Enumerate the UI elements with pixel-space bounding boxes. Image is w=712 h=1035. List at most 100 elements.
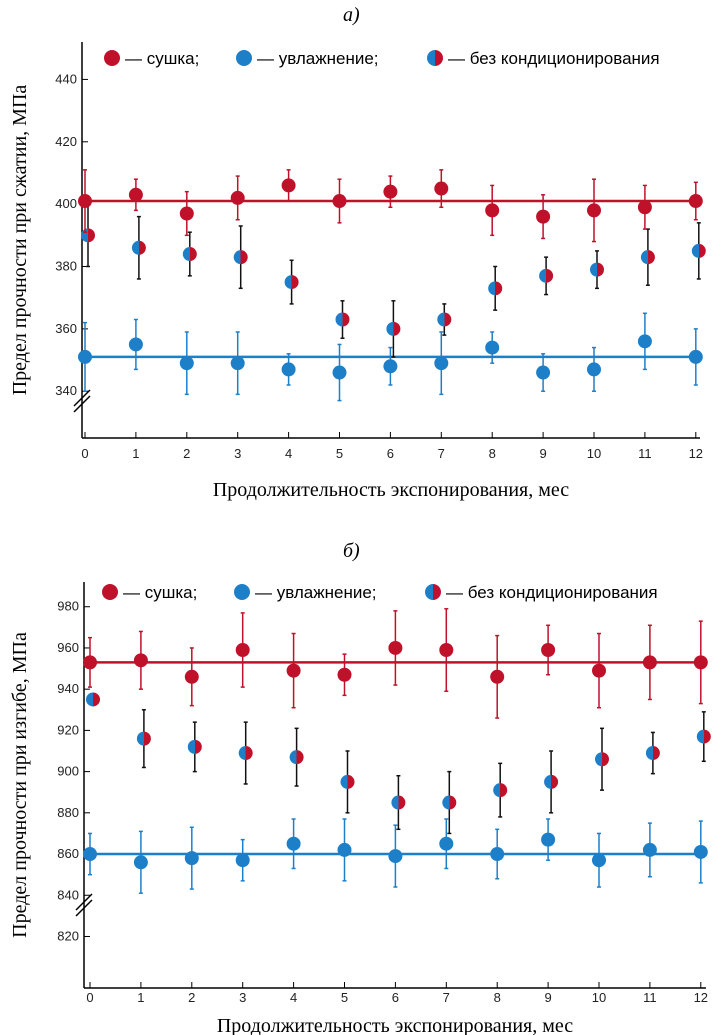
drying-point <box>179 206 194 221</box>
drying-point <box>128 187 143 202</box>
panel-label-a: а) <box>343 4 360 26</box>
x-tick-label: 9 <box>539 446 546 461</box>
wetting-point <box>688 349 703 364</box>
drying-point <box>642 655 657 670</box>
x-tick-label: 7 <box>443 990 450 1005</box>
wetting-point <box>184 851 199 866</box>
x-tick-label: 7 <box>438 446 445 461</box>
drying-point <box>434 181 449 196</box>
wetting-point <box>693 844 708 859</box>
wetting-point <box>592 853 606 868</box>
y-tick-label: 860 <box>57 846 79 861</box>
wetting-point <box>235 853 250 868</box>
drying-point <box>536 209 551 224</box>
none-point <box>696 729 711 744</box>
drying-point <box>184 669 199 684</box>
y-tick-label: 380 <box>55 259 77 274</box>
x-tick-label: 11 <box>638 446 652 461</box>
wetting-point <box>637 334 652 349</box>
none-point <box>590 262 604 277</box>
wetting-point <box>332 365 347 380</box>
wetting-point <box>383 359 398 374</box>
wetting-point <box>337 842 352 857</box>
y-tick-label: 960 <box>57 640 79 655</box>
wetting-point <box>230 356 245 371</box>
y-tick-label: 940 <box>57 681 79 696</box>
drying-point <box>235 643 250 658</box>
x-tick-label: 6 <box>387 446 394 461</box>
none-point <box>437 312 452 327</box>
legend-wetting-marker <box>234 584 250 600</box>
wetting-point <box>83 847 97 862</box>
axis-break-mark <box>75 899 93 917</box>
drying-point <box>485 203 500 218</box>
legend-wetting-label: — увлажнение; <box>257 49 379 68</box>
none-point <box>86 692 100 707</box>
legend-drying-label: — сушка; <box>125 49 199 68</box>
x-tick-label: 9 <box>544 990 551 1005</box>
none-point <box>131 240 146 255</box>
drying-point <box>230 190 245 205</box>
wetting-point <box>78 349 92 364</box>
none-point <box>340 774 355 789</box>
none-point <box>544 774 559 789</box>
wetting-point <box>128 337 143 352</box>
legend-wetting-label: — увлажнение; <box>255 583 377 602</box>
none-point <box>289 750 304 765</box>
none-point <box>488 281 503 296</box>
none-point <box>493 783 508 798</box>
x-tick-label: 12 <box>694 990 708 1005</box>
drying-point <box>688 194 703 209</box>
x-tick-label: 4 <box>290 990 297 1005</box>
none-point <box>284 275 299 290</box>
wetting-point <box>439 836 454 851</box>
axis-break-mark <box>73 395 91 413</box>
wetting-point <box>485 340 500 355</box>
x-tick-label: 3 <box>234 446 241 461</box>
drying-point <box>587 203 601 218</box>
axis-break-mark <box>73 389 91 407</box>
none-point <box>645 746 660 761</box>
x-tick-label: 3 <box>239 990 246 1005</box>
none-point <box>442 795 457 810</box>
axis-break-mark <box>75 893 93 911</box>
drying-point <box>332 194 347 209</box>
y-tick-label: 840 <box>57 887 79 902</box>
legend-none-marker <box>425 584 441 600</box>
x-tick-label: 12 <box>689 446 703 461</box>
drying-point <box>693 655 708 670</box>
y-tick-label: 420 <box>55 134 77 149</box>
y-axis-title: Предел прочности при сжатии, МПа <box>9 85 31 396</box>
drying-point <box>281 178 296 193</box>
x-tick-label: 4 <box>285 446 292 461</box>
x-axis-title: Продолжительность экспонирования, мес <box>213 479 569 501</box>
legend-none-label: — без кондиционирования <box>446 583 658 602</box>
y-tick-label: 820 <box>57 928 79 943</box>
x-tick-label: 5 <box>341 990 348 1005</box>
none-point <box>640 250 655 265</box>
x-tick-label: 5 <box>336 446 343 461</box>
drying-point <box>490 669 505 684</box>
legend-drying-label: — сушка; <box>123 583 197 602</box>
x-tick-label: 1 <box>132 446 139 461</box>
none-point <box>136 731 151 746</box>
wetting-point <box>587 362 601 377</box>
wetting-point <box>541 832 556 847</box>
none-point <box>238 746 253 761</box>
none-point <box>691 243 706 258</box>
none-point <box>81 228 95 243</box>
legend-none-marker <box>427 50 443 66</box>
x-tick-label: 11 <box>643 990 657 1005</box>
panel-label-b: б) <box>343 540 360 562</box>
x-tick-label: 0 <box>86 990 93 1005</box>
legend-drying-marker <box>102 584 118 600</box>
none-point <box>233 250 248 265</box>
x-tick-label: 0 <box>81 446 88 461</box>
x-axis-title: Продолжительность экспонирования, мес <box>217 1015 573 1035</box>
x-tick-label: 10 <box>592 990 606 1005</box>
x-tick-label: 2 <box>188 990 195 1005</box>
y-tick-label: 340 <box>55 383 77 398</box>
